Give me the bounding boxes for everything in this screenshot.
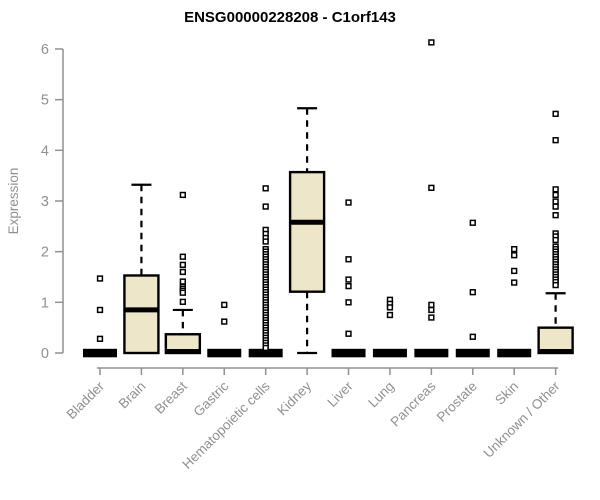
x-tick-label: Lung [365,379,397,411]
outlier-point [221,318,228,325]
y-tick-label: 2 [41,245,49,261]
flat-box-Liver [331,348,366,358]
box-Kidney [288,170,326,293]
x-tick-label: Prostate [434,379,480,425]
outlier-point [179,191,186,199]
outlier-point [428,301,435,309]
y-tick-label: 1 [41,295,49,311]
chart-title: ENSG00000228208 - C1orf143 [184,9,396,26]
outlier-point [552,198,559,205]
y-tick-label: 0 [41,346,49,362]
outlier-point [345,330,352,337]
x-tick-label: Gastric [191,378,232,419]
flat-box-Gastric [207,348,242,358]
outlier-point [552,236,559,244]
flat-box-Prostate [455,348,490,358]
x-tick-label: Breast [152,378,190,416]
outlier-point [262,238,269,245]
outlier-point [511,245,518,253]
x-tick-label: Liver [324,378,356,410]
outlier-point [428,39,435,46]
outlier-point [262,344,269,352]
outlier-point [552,186,559,193]
outlier-point [221,301,228,309]
y-tick-label: 6 [41,42,49,58]
outlier-point [428,314,435,321]
outlier-point [469,219,476,226]
x-tick-label: Brain [116,379,149,412]
outlier-point [345,199,352,206]
outlier-point [345,282,352,290]
outlier-point [552,137,559,144]
outlier-point [179,298,186,305]
flat-box-Lung [372,348,407,358]
outlier-point [96,306,104,314]
outlier-point [345,299,352,306]
outlier-point [552,281,559,289]
outlier-point [552,191,559,199]
outlier-point [386,311,394,319]
outlier-point [469,333,476,340]
outlier-point [345,276,352,283]
outlier-point [179,278,186,285]
outlier-point [511,267,518,275]
outlier-point [552,110,559,118]
outlier-point [262,185,269,192]
outlier-point [511,252,518,259]
box-Brain [123,274,160,355]
outlier-point [179,289,186,296]
outlier-point [428,184,435,191]
x-tick-label: Bladder [64,378,108,422]
x-tick-label: Pancreas [388,378,439,429]
outlier-point [179,261,186,268]
outlier-point [469,289,476,296]
outlier-point [96,335,104,342]
outlier-point [511,279,518,286]
x-tick-label: Unknown / Other [481,378,564,461]
outlier-point [552,212,559,219]
outlier-point [179,253,186,260]
outlier-point [345,256,352,263]
outlier-point [179,268,186,276]
flat-box-Hematopoietic cells [248,348,283,358]
outlier-point [428,306,435,314]
outlier-point [262,203,269,210]
outlier-point [96,275,104,282]
x-tick-label: Kidney [274,378,314,418]
x-tick-label: Skin [492,379,521,408]
outlier-point [386,304,394,311]
y-tick-label: 4 [41,143,49,159]
y-tick-label: 3 [41,194,49,210]
flat-box-Bladder [83,348,117,358]
outlier-point [552,203,559,210]
flat-box-Pancreas [414,348,449,358]
y-tick-label: 5 [41,93,49,109]
flat-box-Skin [497,348,532,358]
